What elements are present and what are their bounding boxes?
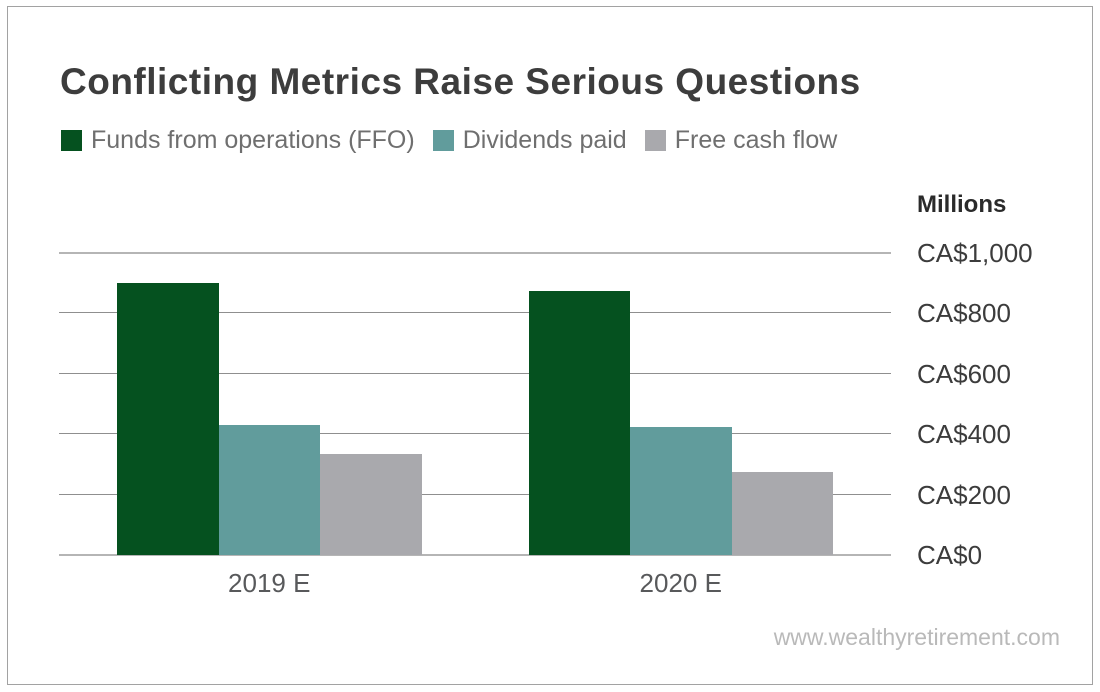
y-tick-label-400: CA$400 <box>917 419 1011 450</box>
y-tick-label-800: CA$800 <box>917 298 1011 329</box>
x-axis-label-2019-e: 2019 E <box>228 568 311 598</box>
bar-funds-from-operations-ffo-2019-e <box>117 283 219 555</box>
gridline-200 <box>59 493 891 495</box>
dividends-swatch-icon <box>432 130 454 151</box>
y-axis-unit-label: Millions <box>917 191 1007 218</box>
y-tick-label-1000: CA$1,000 <box>917 238 1033 268</box>
bar-free-cash-flow-2020-e <box>731 471 833 555</box>
gridline-400 <box>59 433 891 435</box>
legend-label-ffo: Funds from operations (FFO) <box>91 126 415 154</box>
x-axis-label-2020-e: 2020 E <box>639 568 722 598</box>
legend-item-fcf: Free cash flow <box>644 126 838 155</box>
legend-item-ffo: Funds from operations (FFO) <box>61 126 415 155</box>
chart-title: Conflicting Metrics Raise Serious Questi… <box>60 61 861 102</box>
bar-dividends-paid-2020-e <box>630 426 732 555</box>
gridline-800 <box>59 312 891 314</box>
legend: Funds from operations (FFO) Dividends pa… <box>61 126 837 155</box>
legend-item-dividends: Dividends paid <box>432 126 627 155</box>
y-tick-label-600: CA$600 <box>917 358 1011 389</box>
gridline-600 <box>59 372 891 374</box>
gridline-1000 <box>59 252 891 254</box>
y-tick-label-200: CA$200 <box>917 479 1011 510</box>
legend-label-fcf: Free cash flow <box>674 126 838 154</box>
legend-label-dividends: Dividends paid <box>462 126 627 154</box>
bar-dividends-paid-2019-e <box>218 425 320 555</box>
watermark: www.wealthyretirement.com <box>773 624 1060 650</box>
y-tick-label-0: CA$0 <box>917 540 983 570</box>
fcf-swatch-icon <box>644 130 666 151</box>
bar-funds-from-operations-ffo-2020-e <box>528 290 630 555</box>
bar-free-cash-flow-2019-e <box>320 453 422 555</box>
ffo-swatch-icon <box>61 130 82 151</box>
gridline-0 <box>59 554 891 556</box>
